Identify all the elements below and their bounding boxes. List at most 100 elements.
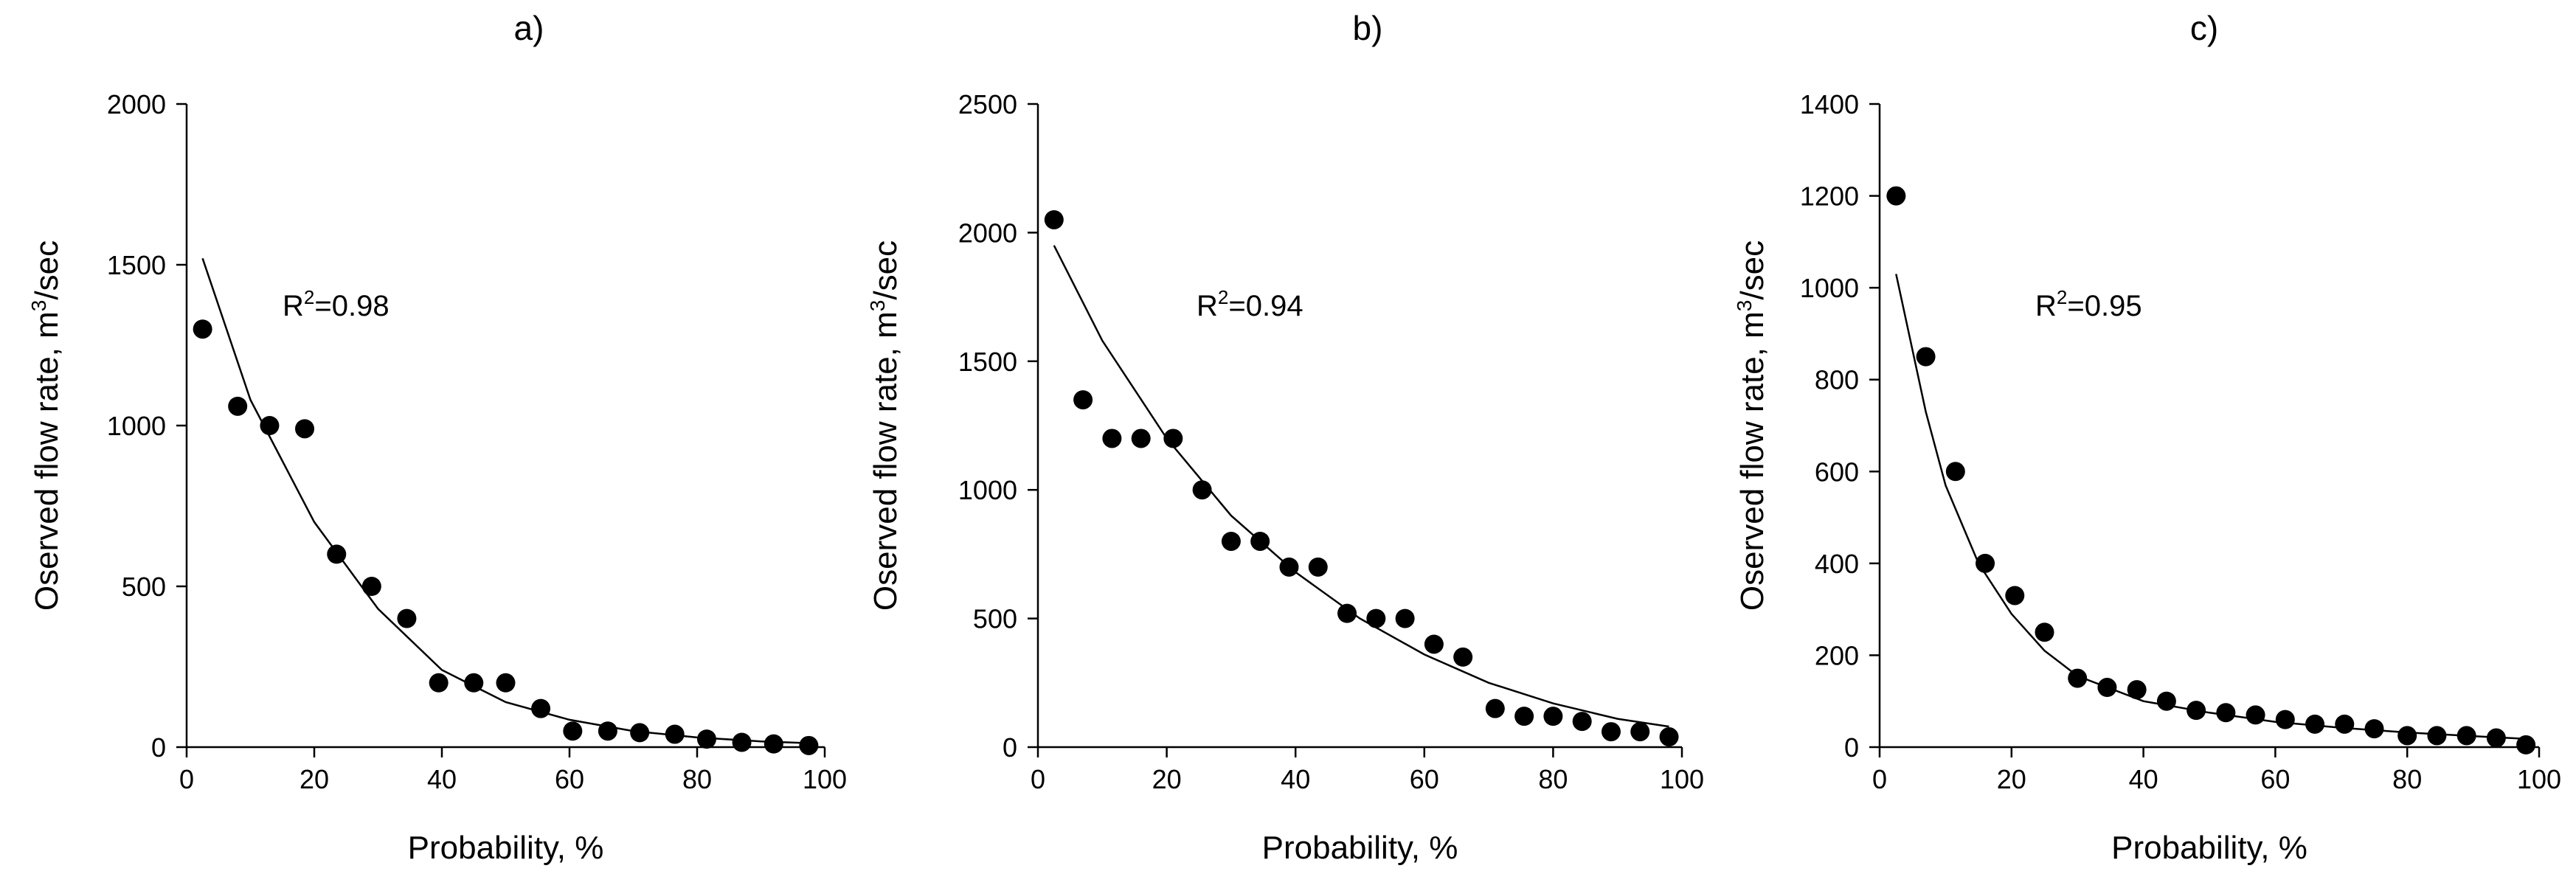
data-point: [1366, 608, 1386, 628]
data-point: [2305, 714, 2325, 734]
x-tick-label: 100: [1660, 764, 1704, 794]
x-tick-label: 40: [1281, 764, 1310, 794]
data-point: [1659, 727, 1679, 747]
data-point: [228, 396, 248, 416]
data-point: [2156, 691, 2176, 711]
y-tick-label: 1500: [107, 250, 166, 280]
y-axis-title: Oserved flow rate, m3/sec: [1733, 240, 1770, 611]
y-axis-title-sup: 3: [27, 300, 50, 312]
y-tick-label: 0: [151, 732, 166, 763]
x-tick-label: 20: [300, 764, 329, 794]
r-squared-sup: 2: [2057, 286, 2067, 308]
data-point: [1337, 603, 1357, 623]
data-point: [1572, 712, 1592, 732]
data-point: [2005, 586, 2025, 606]
data-point: [630, 723, 650, 743]
r-squared-base: R: [1197, 290, 1218, 322]
data-point: [1102, 429, 1122, 448]
y-tick-label: 0: [1003, 732, 1017, 763]
data-point: [1601, 722, 1621, 742]
r-squared-annotation: R2=0.98: [283, 286, 389, 322]
data-point: [1163, 429, 1183, 448]
y-axis-title-main: Oserved flow rate, m: [868, 311, 904, 611]
data-point: [2246, 705, 2265, 725]
r-squared-value: =0.98: [314, 290, 389, 322]
r-squared-sup: 2: [1218, 286, 1228, 308]
data-point: [397, 608, 417, 628]
y-tick-label: 500: [973, 604, 1017, 634]
data-point: [2486, 728, 2506, 748]
data-point: [429, 673, 449, 693]
data-point: [799, 735, 819, 755]
y-tick-label: 600: [1815, 457, 1859, 487]
x-axis-title: Probability, %: [2111, 830, 2307, 866]
x-axis-title: Probability, %: [408, 830, 604, 866]
data-point: [1279, 557, 1299, 577]
data-point: [193, 319, 212, 339]
y-tick-label: 0: [1844, 732, 1859, 763]
y-axis-title: Oserved flow rate, m3/sec: [27, 240, 65, 611]
y-tick-label: 1000: [107, 411, 166, 441]
y-axis-title-main: Oserved flow rate, m: [1734, 311, 1770, 611]
fit-curve: [1895, 274, 2527, 740]
x-tick-label: 60: [1410, 764, 1439, 794]
y-axis-title-unit: /sec: [1734, 240, 1770, 300]
x-tick-label: 0: [1872, 764, 1887, 794]
data-point: [1976, 553, 1995, 573]
y-axis-title-unit: /sec: [868, 240, 904, 300]
data-point: [1916, 347, 1936, 367]
data-point: [1250, 531, 1270, 551]
data-point: [2335, 714, 2355, 734]
x-axis-title: Probability, %: [1262, 830, 1458, 866]
x-tick-label: 80: [682, 764, 712, 794]
y-tick-label: 1400: [1800, 89, 1859, 119]
x-tick-label: 40: [2129, 764, 2158, 794]
data-point: [2216, 703, 2236, 723]
x-tick-label: 20: [1997, 764, 2026, 794]
data-point: [464, 673, 484, 693]
r-squared-annotation: R2=0.95: [2035, 286, 2142, 322]
data-point: [1221, 531, 1241, 551]
data-point: [598, 721, 617, 741]
x-tick-label: 80: [2392, 764, 2422, 794]
panel-title: a): [514, 9, 544, 47]
data-point: [563, 721, 583, 741]
y-axis-title-main: Oserved flow rate, m: [29, 311, 65, 611]
chart-panel-a: a) 0 500 1000 1500 2000 0 20 40 60 80 100 Probabilit…: [27, 9, 847, 866]
data-point: [764, 734, 783, 754]
data-point: [1543, 707, 1563, 726]
chart-panel-c: c) 0 200 400 600 800 1000 1200 1400 0 20 40 60 80 100 P…: [1733, 9, 2561, 866]
data-point: [2097, 678, 2117, 698]
r-squared-value: =0.94: [1228, 290, 1303, 322]
y-tick-label: 200: [1815, 640, 1859, 670]
data-point: [2516, 735, 2536, 755]
r-squared-base: R: [283, 290, 304, 322]
r-squared-value: =0.95: [2067, 290, 2142, 322]
data-point: [295, 419, 315, 439]
panel-title: b): [1353, 9, 1383, 47]
data-point: [1514, 707, 1534, 726]
x-tick-label: 60: [555, 764, 584, 794]
data-point: [1424, 634, 1444, 654]
y-tick-label: 1200: [1800, 181, 1859, 212]
y-tick-label: 1000: [958, 475, 1017, 505]
r-squared-base: R: [2035, 290, 2057, 322]
data-point: [531, 698, 551, 718]
x-tick-label: 100: [803, 764, 847, 794]
data-point: [1630, 722, 1650, 742]
y-axis-title-sup: 3: [866, 300, 889, 312]
data-point: [327, 544, 347, 564]
data-point: [2127, 680, 2147, 700]
data-point: [1131, 429, 1151, 448]
data-point: [2275, 710, 2295, 729]
data-point: [1945, 462, 1965, 482]
chart-panel-b: b) 0 500 1000 1500 2000 2500 0 20 40 60 80 100 Probab…: [866, 9, 1704, 866]
x-tick-label: 100: [2517, 764, 2561, 794]
data-point: [2187, 701, 2206, 721]
y-axis-title: Oserved flow rate, m3/sec: [866, 240, 904, 611]
data-point: [665, 724, 685, 744]
y-tick-label: 2500: [958, 89, 1017, 119]
data-point: [1886, 186, 1906, 206]
data-point: [696, 729, 716, 749]
